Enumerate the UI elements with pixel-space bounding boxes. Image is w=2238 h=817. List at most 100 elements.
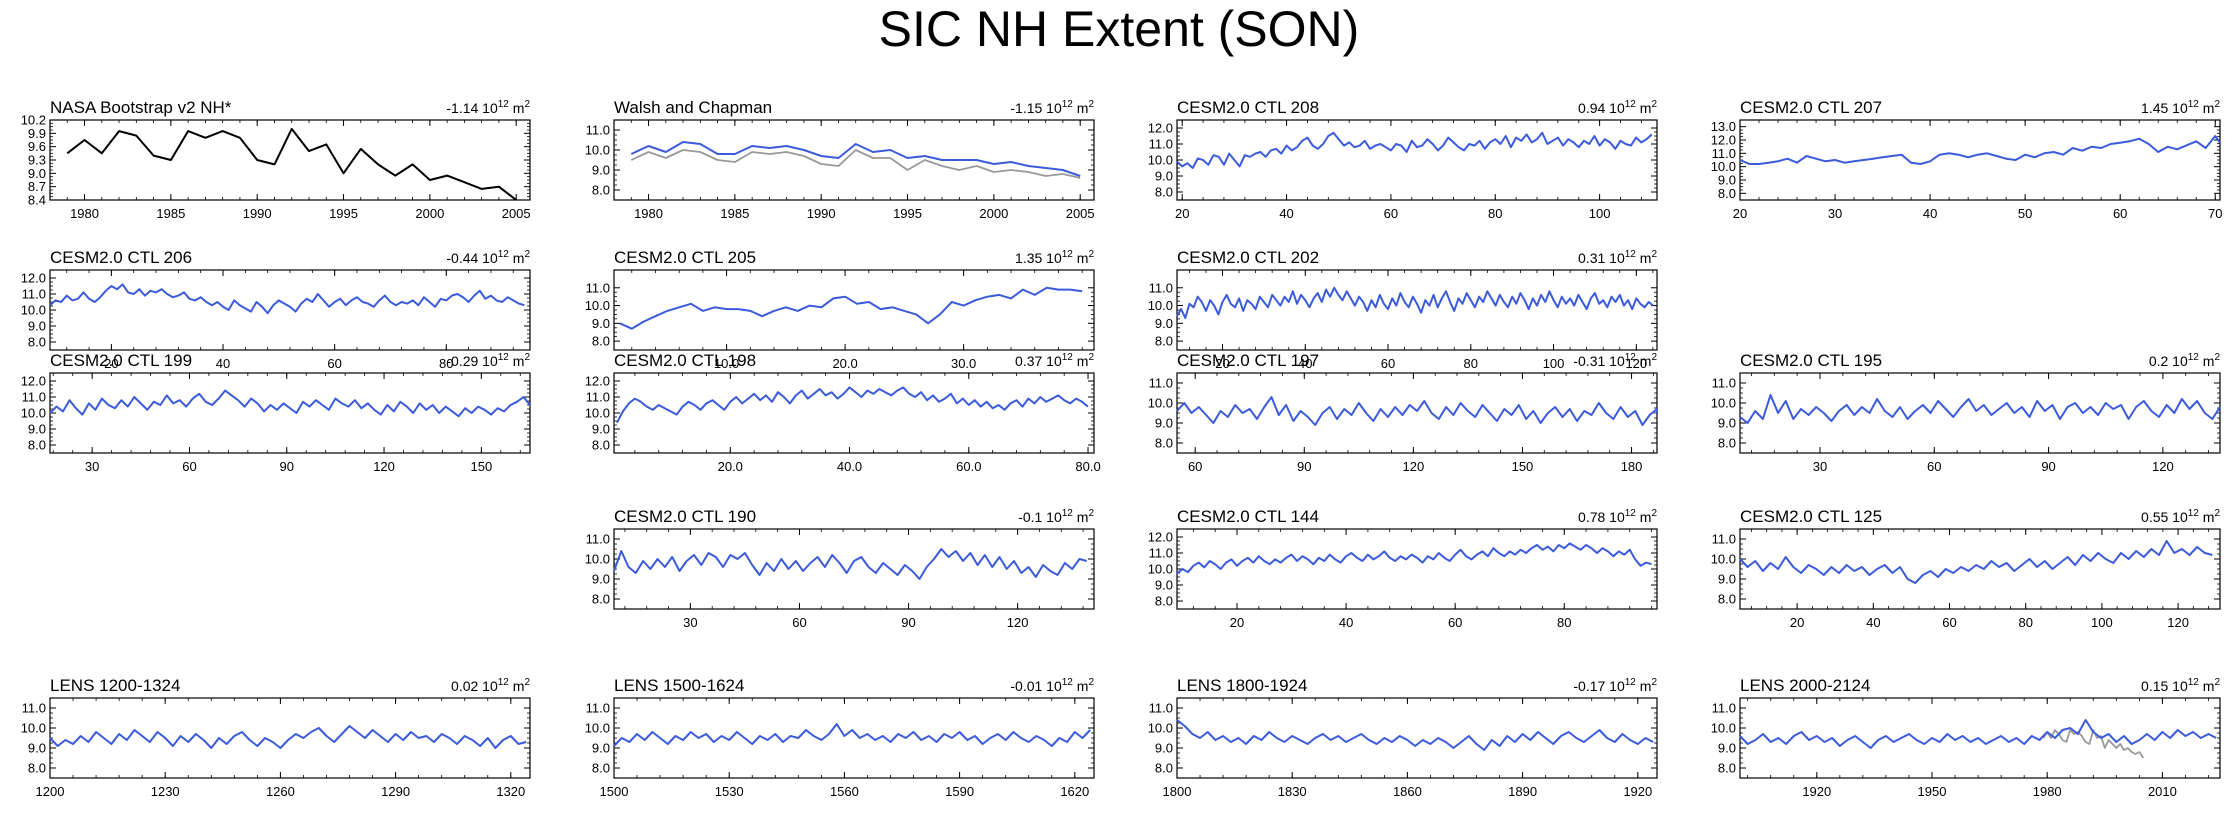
y-tick-label: 10.0 (585, 721, 610, 736)
x-tick-label: 100 (1543, 356, 1565, 371)
x-tick-label: 1995 (893, 206, 922, 221)
series-line-model (630, 141, 1081, 177)
y-tick-label: 8.0 (1155, 594, 1173, 609)
x-tick-label: 80 (2018, 615, 2032, 630)
x-tick-label: 30.0 (951, 356, 976, 371)
x-tick-label: 30 (1813, 459, 1827, 474)
series-line-obs (630, 149, 1081, 179)
x-tick-label: 1230 (151, 784, 180, 799)
x-tick-label: 60 (792, 615, 806, 630)
y-tick-label: 10.0 (585, 298, 610, 313)
y-tick-label: 9.0 (1155, 316, 1173, 331)
panel-ctl195: CESM2.0 CTL 195 0.2 1012 m2 8.0 9.0 10.0 11.0… (1711, 351, 2221, 474)
panel-title: CESM2.0 CTL 208 (1177, 98, 1319, 117)
panel-frame (613, 269, 1095, 351)
x-tick-label: 30 (85, 459, 99, 474)
y-tick-label: 10.0 (1711, 159, 1736, 174)
x-tick-label: 1590 (945, 784, 974, 799)
panel-ctl198: CESM2.0 CTL 198 0.37 1012 m28.09.010.011.… (585, 351, 1101, 474)
y-tick-label: 8.0 (1718, 592, 1736, 607)
x-tick-label: 90 (1297, 459, 1311, 474)
panel-frame (1176, 269, 1658, 351)
x-tick-label: 20.0 (832, 356, 857, 371)
panel-trend: -0.31 1012 m2 (1573, 352, 1657, 369)
panel-title: Walsh and Chapman (614, 98, 772, 117)
y-tick-label: 9.0 (592, 316, 610, 331)
x-tick-label: 1995 (329, 206, 358, 221)
y-tick-label: 10.0 (21, 406, 46, 421)
series-line-model (1739, 540, 2213, 584)
y-tick-label: 11.0 (586, 123, 610, 138)
panel-frame (49, 372, 531, 454)
y-tick-label: 10.0 (21, 721, 46, 736)
panel-ctl205: CESM2.0 CTL 205 1.35 1012 m2 8.0 9.0 10.0 11.… (585, 248, 1095, 371)
y-tick-label: 8.0 (1155, 185, 1173, 200)
panel-trend: 1.35 1012 m2 (1015, 249, 1094, 266)
panel-lens1200: LENS 1200-1324 0.02 1012 m2 8.0 9.0 10.0 11.0… (21, 676, 531, 799)
x-tick-label: 80 (1557, 615, 1571, 630)
x-tick-label: 60 (182, 459, 196, 474)
y-tick-label: 8.0 (1155, 334, 1173, 349)
panel-ctl190: CESM2.0 CTL 190 -0.1 1012 m2 8.0 9.0 10.0 11.… (585, 507, 1095, 630)
y-tick-label: 9.0 (1718, 173, 1736, 188)
y-tick-label: 8.0 (592, 334, 610, 349)
x-tick-label: 1950 (1918, 784, 1947, 799)
y-tick-label: 10.0 (585, 143, 610, 158)
y-tick-label: 11.0 (586, 701, 610, 716)
y-tick-label: 11.0 (1712, 376, 1736, 391)
y-tick-label: 8.0 (592, 438, 610, 453)
x-tick-label: 120 (2167, 615, 2189, 630)
x-tick-label: 40 (1923, 206, 1937, 221)
y-tick-label: 10.0 (1711, 721, 1736, 736)
y-tick-label: 9.0 (592, 572, 610, 587)
x-tick-label: 100 (2091, 615, 2113, 630)
x-tick-label: 1980 (70, 206, 99, 221)
panel-title: CESM2.0 CTL 202 (1177, 248, 1319, 267)
x-tick-label: 80.0 (1075, 459, 1100, 474)
panel-title: LENS 1500-1624 (614, 676, 744, 695)
x-tick-label: 90 (2041, 459, 2055, 474)
series-line-model (1176, 396, 1658, 426)
y-tick-label: 8.0 (1718, 761, 1736, 776)
y-tick-label: 8.0 (28, 438, 46, 453)
series-line-model (613, 723, 1091, 747)
panel-trend: 0.15 1012 m2 (2141, 677, 2220, 694)
panel-frame (1176, 528, 1658, 610)
y-tick-label: 9.0 (28, 166, 46, 181)
y-tick-label: 11.0 (1149, 137, 1173, 152)
y-tick-label: 11.0 (1149, 280, 1173, 295)
x-tick-label: 40 (1866, 615, 1880, 630)
y-tick-label: 13.0 (1711, 119, 1736, 134)
panel-trend: 0.55 1012 m2 (2141, 508, 2220, 525)
x-tick-label: 90 (901, 615, 915, 630)
series-line-model (49, 725, 527, 749)
panel-lens1800: LENS 1800-1924 -0.17 1012 m2 8.0 9.0 10.0 11.… (1148, 676, 1658, 799)
y-tick-label: 8.0 (1155, 761, 1173, 776)
y-tick-label: 8.0 (592, 183, 610, 198)
x-tick-label: 120 (1625, 356, 1647, 371)
x-tick-label: 2010 (2148, 784, 2177, 799)
panel-trend: -1.14 1012 m2 (446, 99, 530, 116)
panel-ctl208: CESM2.0 CTL 208 0.94 1012 m2 8.09.010.011.… (1148, 98, 1658, 221)
y-tick-label: 11.0 (1712, 532, 1736, 547)
series-line-model (619, 286, 1083, 330)
y-tick-label: 11.0 (1149, 546, 1173, 561)
panel-frame (1176, 372, 1658, 454)
panel-trend: 0.78 1012 m2 (1578, 508, 1657, 525)
series-line-model (1739, 135, 2221, 165)
y-tick-label: 12.0 (1148, 121, 1173, 136)
y-tick-label: 8.0 (1718, 186, 1736, 201)
y-tick-label: 9.0 (1718, 741, 1736, 756)
page-title: SIC NH Extent (SON) (878, 1, 1360, 57)
panel-trend: -0.29 1012 m2 (446, 352, 530, 369)
y-tick-label: 9.0 (592, 741, 610, 756)
x-tick-label: 20 (1230, 615, 1244, 630)
series-line-model (1739, 394, 2221, 424)
y-tick-label: 11.0 (22, 701, 46, 716)
y-tick-label: 10.0 (1148, 396, 1173, 411)
series-line-model (1739, 719, 2217, 749)
panel-trend: 0.37 1012 m2 (1015, 352, 1094, 369)
x-tick-label: 20 (1733, 206, 1747, 221)
y-tick-label: 9.0 (1155, 416, 1173, 431)
